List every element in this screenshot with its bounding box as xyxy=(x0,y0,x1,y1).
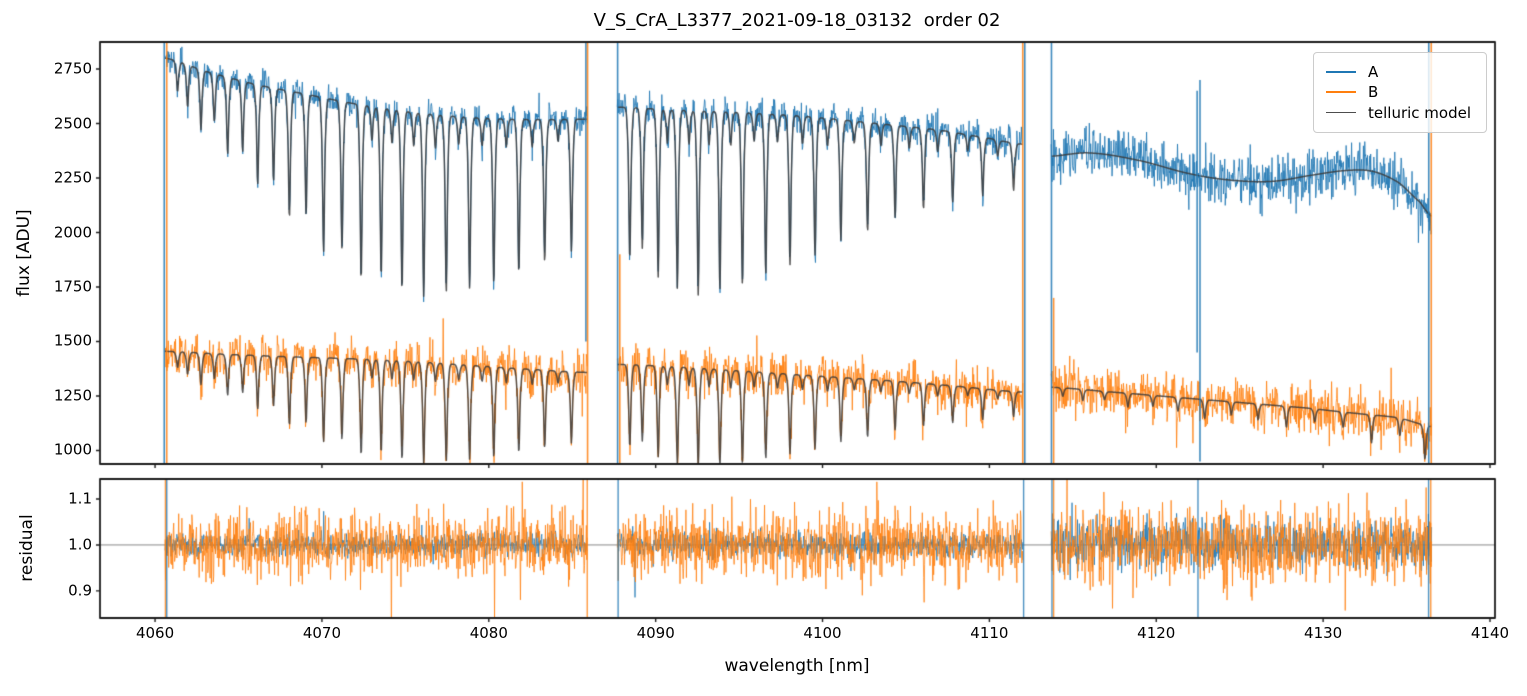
x-tick-label: 4070 xyxy=(302,624,342,642)
plot-legend: A B telluric model xyxy=(1313,52,1487,133)
y-tick-label-flux: 1750 xyxy=(53,277,92,296)
x-tick-label: 4090 xyxy=(636,624,675,642)
legend-line-b xyxy=(1326,91,1356,94)
legend-label-b: B xyxy=(1368,83,1379,102)
y-tick-label-residual: 1.1 xyxy=(68,489,92,508)
y-tick-label-flux: 2750 xyxy=(53,59,92,78)
legend-label-telluric: telluric model xyxy=(1368,103,1472,122)
x-tick-label: 4130 xyxy=(1304,624,1343,642)
x-tick-label: 4060 xyxy=(135,624,175,642)
y-tick-label-flux: 2000 xyxy=(53,223,92,241)
x-tick-label: 4110 xyxy=(970,624,1009,642)
y-tick-label-flux: 1500 xyxy=(53,331,92,350)
y-tick-label-residual: 0.9 xyxy=(68,581,92,600)
legend-line-telluric xyxy=(1326,112,1356,114)
flux-axis-label: flux [ADU] xyxy=(14,209,34,297)
wavelength-axis-label: wavelength [nm] xyxy=(724,656,870,676)
legend-line-a xyxy=(1326,71,1356,74)
y-tick-label-flux: 2250 xyxy=(53,168,92,187)
legend-item-b: B xyxy=(1326,82,1472,102)
x-tick-label: 4140 xyxy=(1470,624,1510,642)
legend-label-a: A xyxy=(1368,63,1379,82)
legend-item-telluric: telluric model xyxy=(1326,103,1472,123)
legend-item-a: A xyxy=(1326,62,1472,82)
x-tick-label: 4120 xyxy=(1137,624,1176,642)
plot-title: V_S_CrA_L3377_2021-09-18_03132 order 02 xyxy=(593,10,1001,31)
y-tick-label-flux: 1250 xyxy=(53,386,92,405)
residual-axis-label: residual xyxy=(17,514,37,582)
x-tick-label: 4100 xyxy=(803,624,842,642)
y-tick-label-residual: 1.0 xyxy=(68,535,92,554)
x-tick-label: 4080 xyxy=(469,624,508,642)
y-tick-label-flux: 2500 xyxy=(53,114,92,133)
y-tick-label-flux: 1000 xyxy=(53,440,92,459)
